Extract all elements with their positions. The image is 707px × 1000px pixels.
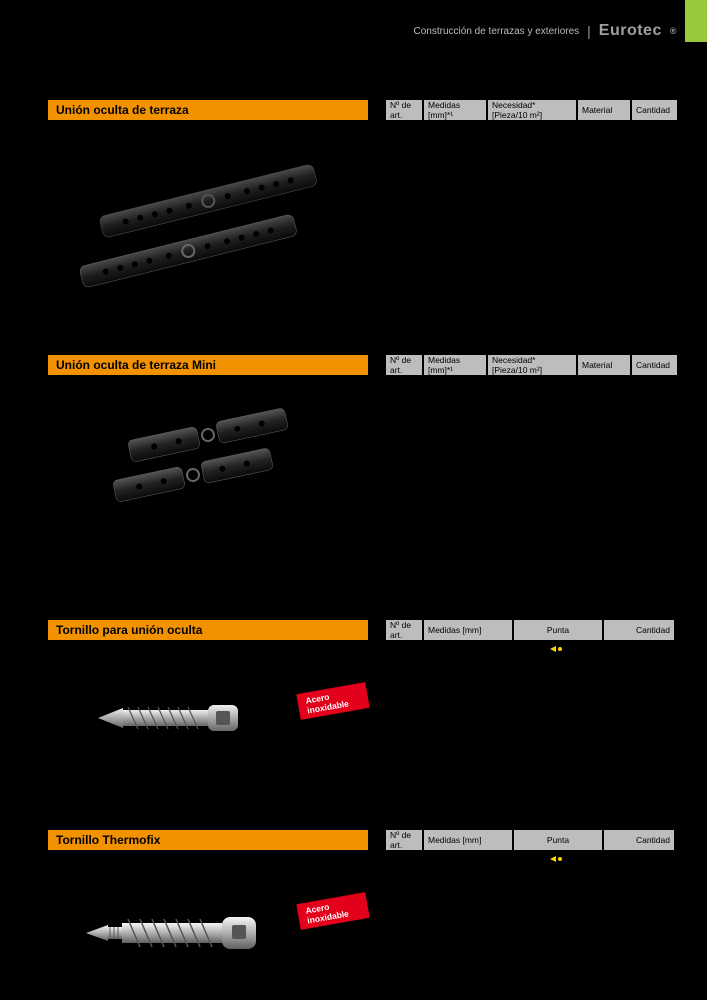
cell-punta — [514, 854, 604, 864]
screw-thermofix-icon — [78, 893, 278, 973]
section-title: Tornillo Thermofix — [48, 830, 368, 850]
cell-punta — [514, 644, 604, 654]
connector-large-icon — [58, 130, 358, 330]
page-header: Construcción de terrazas y exteriores | … — [414, 22, 677, 40]
header-brand: Eurotec — [599, 22, 662, 40]
col-cantidad: Cantidad — [632, 355, 677, 375]
section-title: Unión oculta de terraza Mini — [48, 355, 368, 375]
screw-short-icon — [88, 683, 268, 753]
section-union-oculta-mini: Unión oculta de terraza Mini Nº de art. … — [48, 355, 677, 555]
col-necesidad: Necesidad* [Pieza/10 m²] — [488, 355, 578, 375]
col-art: Nº de art. — [386, 620, 424, 640]
col-necesidad: Necesidad* [Pieza/10 m²] — [488, 100, 578, 120]
col-cantidad: Cantidad — [604, 830, 674, 850]
col-punta: Punta — [514, 620, 604, 640]
col-art: Nº de art. — [386, 100, 424, 120]
col-art: Nº de art. — [386, 355, 424, 375]
connector-mini-icon — [78, 375, 338, 535]
trademark: ® — [670, 26, 677, 36]
col-medidas: Medidas [mm]*¹ — [424, 355, 488, 375]
page-edge-tab — [685, 0, 707, 42]
col-medidas: Medidas [mm] — [424, 830, 514, 850]
section-tornillo-union: Tornillo para unión oculta Nº de art. Me… — [48, 620, 677, 778]
col-medidas: Medidas [mm] — [424, 620, 514, 640]
product-image-area — [48, 120, 368, 320]
data-row — [386, 850, 677, 868]
section-title: Tornillo para unión oculta — [48, 620, 368, 640]
product-image-area — [48, 375, 368, 555]
section-union-oculta: Unión oculta de terraza Nº de art. Medid… — [48, 100, 677, 320]
product-image-area: Acero inoxidable — [48, 868, 368, 988]
col-punta: Punta — [514, 830, 604, 850]
col-material: Material — [578, 100, 632, 120]
product-image-area: Acero inoxidable — [48, 658, 368, 778]
stainless-badge: Acero inoxidable — [296, 892, 369, 930]
data-row — [386, 640, 677, 658]
section-title: Unión oculta de terraza — [48, 100, 368, 120]
header-divider: | — [587, 23, 591, 39]
col-medidas: Medidas [mm]*¹ — [424, 100, 488, 120]
col-art: Nº de art. — [386, 830, 424, 850]
col-cantidad: Cantidad — [604, 620, 674, 640]
header-subtitle: Construcción de terrazas y exteriores — [414, 26, 580, 37]
col-material: Material — [578, 355, 632, 375]
stainless-badge: Acero inoxidable — [296, 682, 369, 720]
section-tornillo-thermofix: Tornillo Thermofix Nº de art. Medidas [m… — [48, 830, 677, 988]
col-cantidad: Cantidad — [632, 100, 677, 120]
